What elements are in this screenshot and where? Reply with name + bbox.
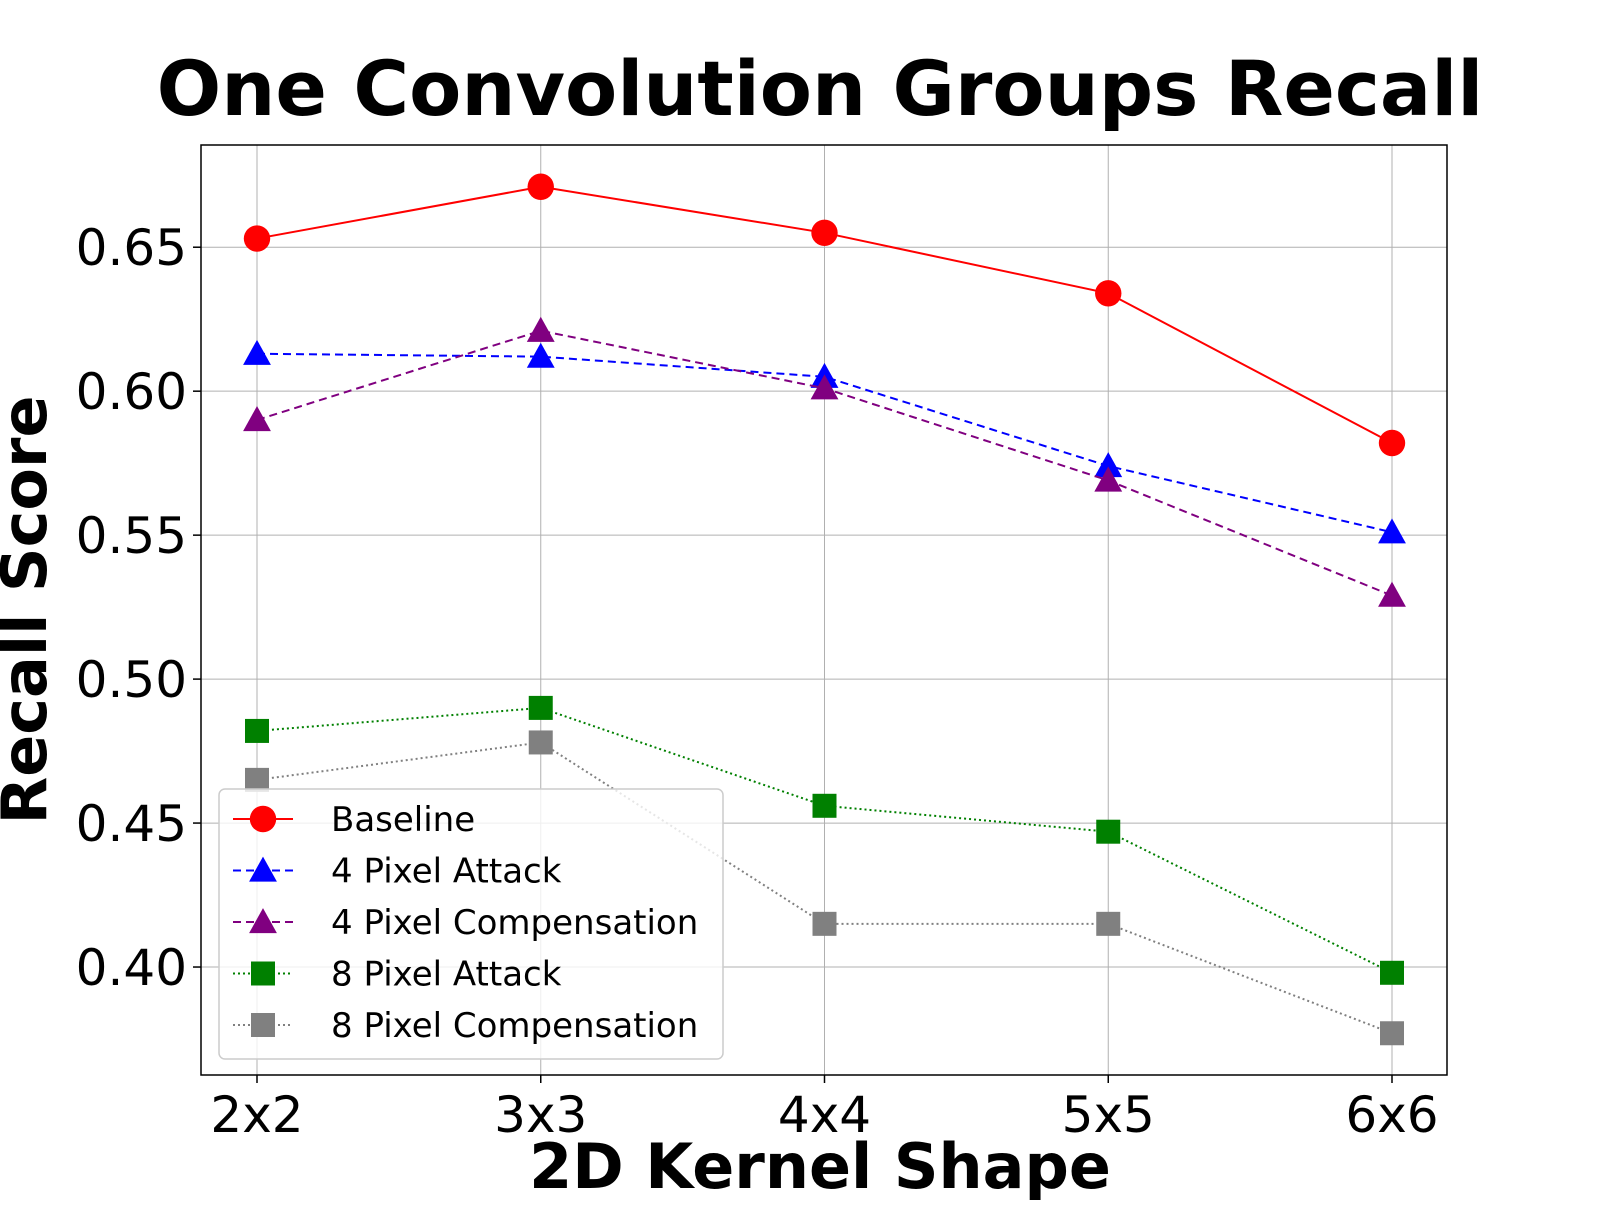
data-point-marker — [1096, 911, 1121, 936]
data-point-marker — [810, 374, 839, 400]
legend-marker — [249, 805, 277, 833]
data-point-marker — [1095, 280, 1122, 307]
legend-label: 4 Pixel Compensation — [331, 903, 698, 943]
legend-label: 4 Pixel Attack — [331, 852, 562, 892]
data-point-marker — [243, 225, 271, 252]
data-point-marker — [528, 695, 553, 720]
legend-item: 8 Pixel Attack — [233, 955, 562, 995]
y-tick-label: 0.45 — [76, 795, 187, 853]
data-point-marker — [243, 406, 271, 432]
legend-item: Baseline — [233, 800, 475, 840]
data-point-marker — [1096, 819, 1121, 844]
data-point-marker — [812, 911, 837, 936]
series-group — [243, 173, 1406, 1046]
legend-label: Baseline — [331, 800, 475, 840]
x-tick-label: 4x4 — [778, 1086, 871, 1144]
data-point-marker — [1380, 1021, 1404, 1046]
plot-frame — [200, 144, 1448, 1076]
data-point-marker — [811, 219, 838, 247]
data-point-marker — [1094, 466, 1123, 492]
data-point-marker — [245, 767, 269, 792]
axis-ticks: 2x2 3x3 4x4 5x5 6x6 0.40 0.45 0.50 0.55 0.60 0.65 — [76, 219, 1439, 1144]
data-point-marker — [1380, 960, 1404, 985]
legend-item: 8 Pixel Compensation — [233, 1006, 698, 1046]
series-line — [256, 352, 1393, 534]
data-point-marker — [812, 793, 837, 818]
data-point-marker — [1378, 581, 1406, 607]
data-point-marker — [526, 316, 555, 342]
y-tick-label: 0.50 — [76, 651, 187, 709]
y-tick-label: 0.55 — [76, 507, 187, 565]
y-tick-label: 0.65 — [76, 219, 187, 277]
y-tick-label: 0.60 — [76, 363, 187, 421]
data-point-marker — [1378, 429, 1406, 457]
legend-item: 4 Pixel Compensation — [233, 903, 698, 943]
series-8-pixel-compensation — [245, 730, 1404, 1046]
legend-box — [218, 788, 724, 1060]
data-point-marker — [526, 342, 555, 368]
y-axis-label: Recall Score — [0, 395, 61, 824]
legend-marker — [249, 856, 277, 882]
series-8-pixel-attack — [245, 695, 1404, 985]
series-4-pixel-compensation — [243, 316, 1406, 607]
data-point-marker — [527, 173, 554, 200]
series-line — [256, 741, 1393, 1035]
data-point-marker — [1094, 452, 1123, 478]
data-point-marker — [528, 730, 553, 755]
legend-item: 4 Pixel Attack — [233, 852, 562, 892]
legend-marker — [251, 961, 275, 986]
x-tick-label: 5x5 — [1062, 1086, 1155, 1144]
data-point-marker — [1378, 518, 1406, 544]
chart-title: One Convolution Groups Recall — [157, 44, 1484, 133]
data-point-marker — [245, 718, 269, 743]
legend-marker — [251, 1013, 275, 1037]
data-point-marker — [243, 339, 271, 365]
legend: Baseline 4 Pixel Attack 4 Pixel Compensati… — [218, 788, 724, 1060]
series-baseline — [243, 173, 1406, 457]
x-axis-label: 2D Kernel Shape — [529, 1130, 1111, 1200]
y-tick-label: 0.40 — [76, 939, 187, 997]
x-tick-label: 2x2 — [210, 1086, 303, 1144]
x-tick-label: 6x6 — [1345, 1086, 1438, 1144]
legend-marker — [249, 908, 277, 934]
series-line — [256, 706, 1393, 974]
x-tick-label: 3x3 — [494, 1086, 587, 1144]
legend-label: 8 Pixel Attack — [331, 955, 562, 995]
legend-label: 8 Pixel Compensation — [331, 1006, 698, 1046]
